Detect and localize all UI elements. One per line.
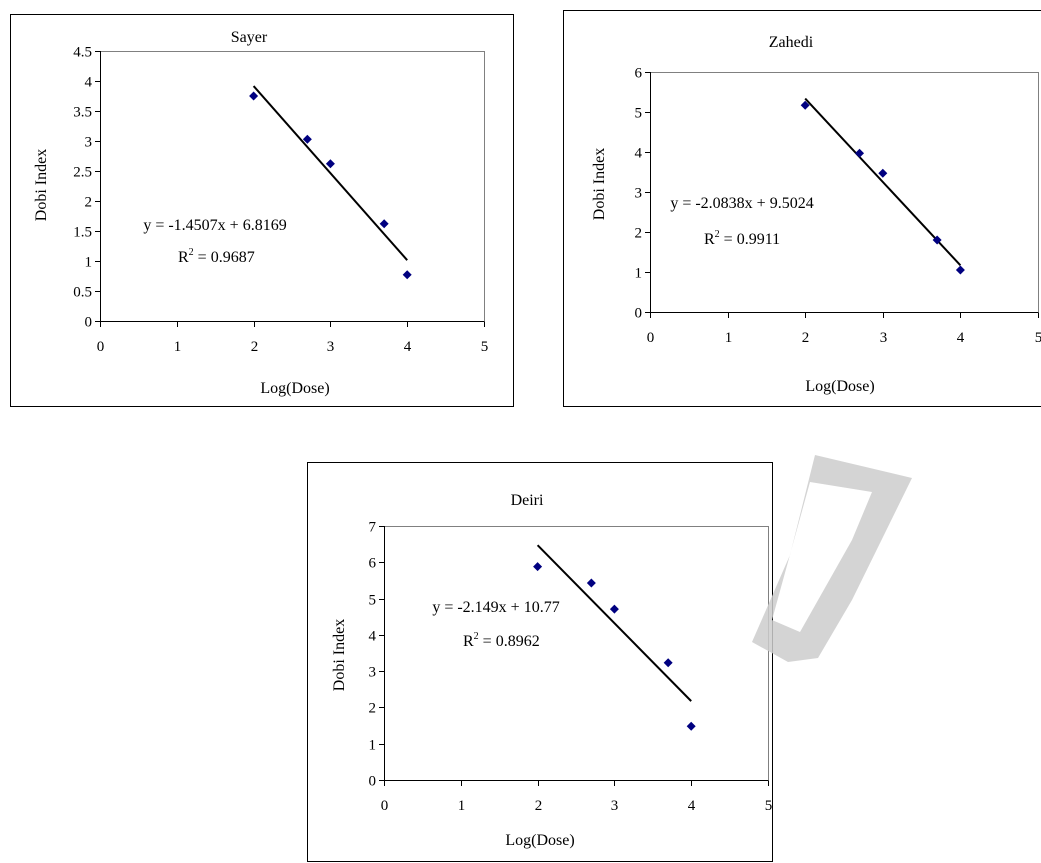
x-tick-label: 0 — [97, 339, 105, 355]
data-point — [609, 604, 619, 614]
y-tick-label: 1 — [635, 266, 643, 282]
data-point — [302, 134, 312, 144]
chart-zahedi: Zahedi 0 1 2 3 4 5 6 0 1 2 3 4 5 Log(Dose) Dobi Index y … — [563, 10, 1041, 407]
x-tick-label: 2 — [251, 339, 259, 355]
x-tick-label: 0 — [381, 798, 389, 814]
y-tick-label: 3.5 — [73, 105, 92, 121]
data-point — [586, 578, 596, 588]
plot-area — [384, 526, 769, 781]
chart-sayer: Sayer 0 0.5 1 1.5 2 2.5 3 3.5 4 4.5 0 1 2 3 4 5 Log(Dose)… — [10, 14, 514, 407]
plot-area — [650, 72, 1039, 313]
watermark — [752, 455, 912, 662]
x-tick-label: 1 — [725, 330, 733, 346]
y-tick-label: 6 — [369, 556, 377, 572]
y-tick-label: 1 — [85, 255, 93, 271]
r-squared-label: R2 = 0.9911 — [704, 229, 780, 248]
regression-equation: y = -2.149x + 10.77 — [432, 599, 559, 616]
r-squared-exponent: 2 — [189, 247, 194, 258]
chart-title: Zahedi — [769, 34, 814, 51]
x-tick-label: 5 — [481, 339, 489, 355]
data-point — [533, 562, 543, 572]
y-tick-label: 2 — [369, 701, 377, 717]
data-point — [932, 235, 942, 245]
regression-equation: y = -2.0838x + 9.5024 — [670, 195, 813, 212]
y-tick-label: 0 — [635, 306, 643, 322]
x-tick-label: 5 — [765, 798, 773, 814]
data-point — [663, 658, 673, 668]
x-tick-label: 1 — [174, 339, 182, 355]
y-tick-label: 2.5 — [73, 165, 92, 181]
y-tick-label: 2 — [635, 226, 643, 242]
data-point — [800, 100, 810, 110]
y-tick-label: 4 — [635, 146, 643, 162]
y-tick-label: 3 — [85, 135, 93, 151]
r-squared-exponent: 2 — [474, 631, 479, 642]
x-tick-label: 3 — [611, 798, 619, 814]
y-tick-label: 1 — [369, 738, 377, 754]
data-point — [379, 219, 389, 229]
y-tick-label: 6 — [635, 66, 643, 82]
chart-title: Deiri — [511, 492, 544, 509]
chart-title: Sayer — [231, 29, 268, 46]
r-squared-label: R2 = 0.9687 — [178, 247, 255, 266]
x-tick-label: 0 — [647, 330, 655, 346]
trendline — [804, 97, 962, 266]
y-tick-label: 4.5 — [73, 45, 92, 61]
y-tick-label: 0 — [369, 774, 377, 790]
r-squared-symbol: R — [178, 249, 189, 266]
data-point — [402, 270, 412, 280]
y-tick-label: 5 — [369, 593, 377, 609]
x-tick-label: 2 — [802, 330, 810, 346]
y-axis-label: Dobi Index — [591, 148, 608, 220]
x-tick-label: 2 — [535, 798, 543, 814]
x-tick-label: 4 — [404, 339, 412, 355]
y-tick-label: 3 — [635, 186, 643, 202]
r-squared-value: = 0.9687 — [194, 249, 255, 266]
data-point — [249, 91, 259, 101]
r-squared-exponent: 2 — [715, 229, 720, 240]
data-point — [878, 168, 888, 178]
x-axis-label: Log(Dose) — [505, 832, 574, 849]
x-tick-label: 3 — [327, 339, 335, 355]
r-squared-symbol: R — [704, 231, 715, 248]
y-tick-label: 3 — [369, 665, 377, 681]
y-tick-label: 4 — [85, 75, 93, 91]
data-point — [855, 148, 865, 158]
r-squared-label: R2 = 0.8962 — [463, 631, 540, 650]
y-axis-label: Dobi Index — [331, 619, 348, 691]
data-point — [686, 721, 696, 731]
trendline — [536, 544, 692, 702]
y-tick-label: 4 — [369, 629, 377, 645]
trendline — [252, 85, 408, 261]
plot-area — [100, 51, 485, 322]
chart-deiri: Deiri 0 1 2 3 4 5 6 7 0 1 2 3 4 5 Log(Dose) Dobi Index y … — [307, 462, 773, 862]
y-tick-label: 2 — [85, 195, 93, 211]
y-tick-label: 0 — [85, 315, 93, 331]
x-tick-label: 5 — [1035, 330, 1041, 346]
r-squared-symbol: R — [463, 633, 474, 650]
x-axis-label: Log(Dose) — [805, 378, 874, 395]
y-tick-label: 5 — [635, 106, 643, 122]
data-point — [955, 265, 965, 275]
y-tick-label: 0.5 — [73, 285, 92, 301]
r-squared-value: = 0.8962 — [479, 633, 540, 650]
y-axis-label: Dobi Index — [33, 149, 50, 221]
r-squared-value: = 0.9911 — [720, 231, 780, 248]
y-tick-label: 1.5 — [73, 225, 92, 241]
x-tick-label: 4 — [957, 330, 965, 346]
data-point — [325, 159, 335, 169]
x-axis-label: Log(Dose) — [260, 380, 329, 397]
x-tick-label: 1 — [458, 798, 466, 814]
x-tick-label: 3 — [880, 330, 888, 346]
regression-equation: y = -1.4507x + 6.8169 — [143, 217, 286, 234]
y-tick-label: 7 — [369, 520, 377, 536]
x-tick-label: 4 — [688, 798, 696, 814]
